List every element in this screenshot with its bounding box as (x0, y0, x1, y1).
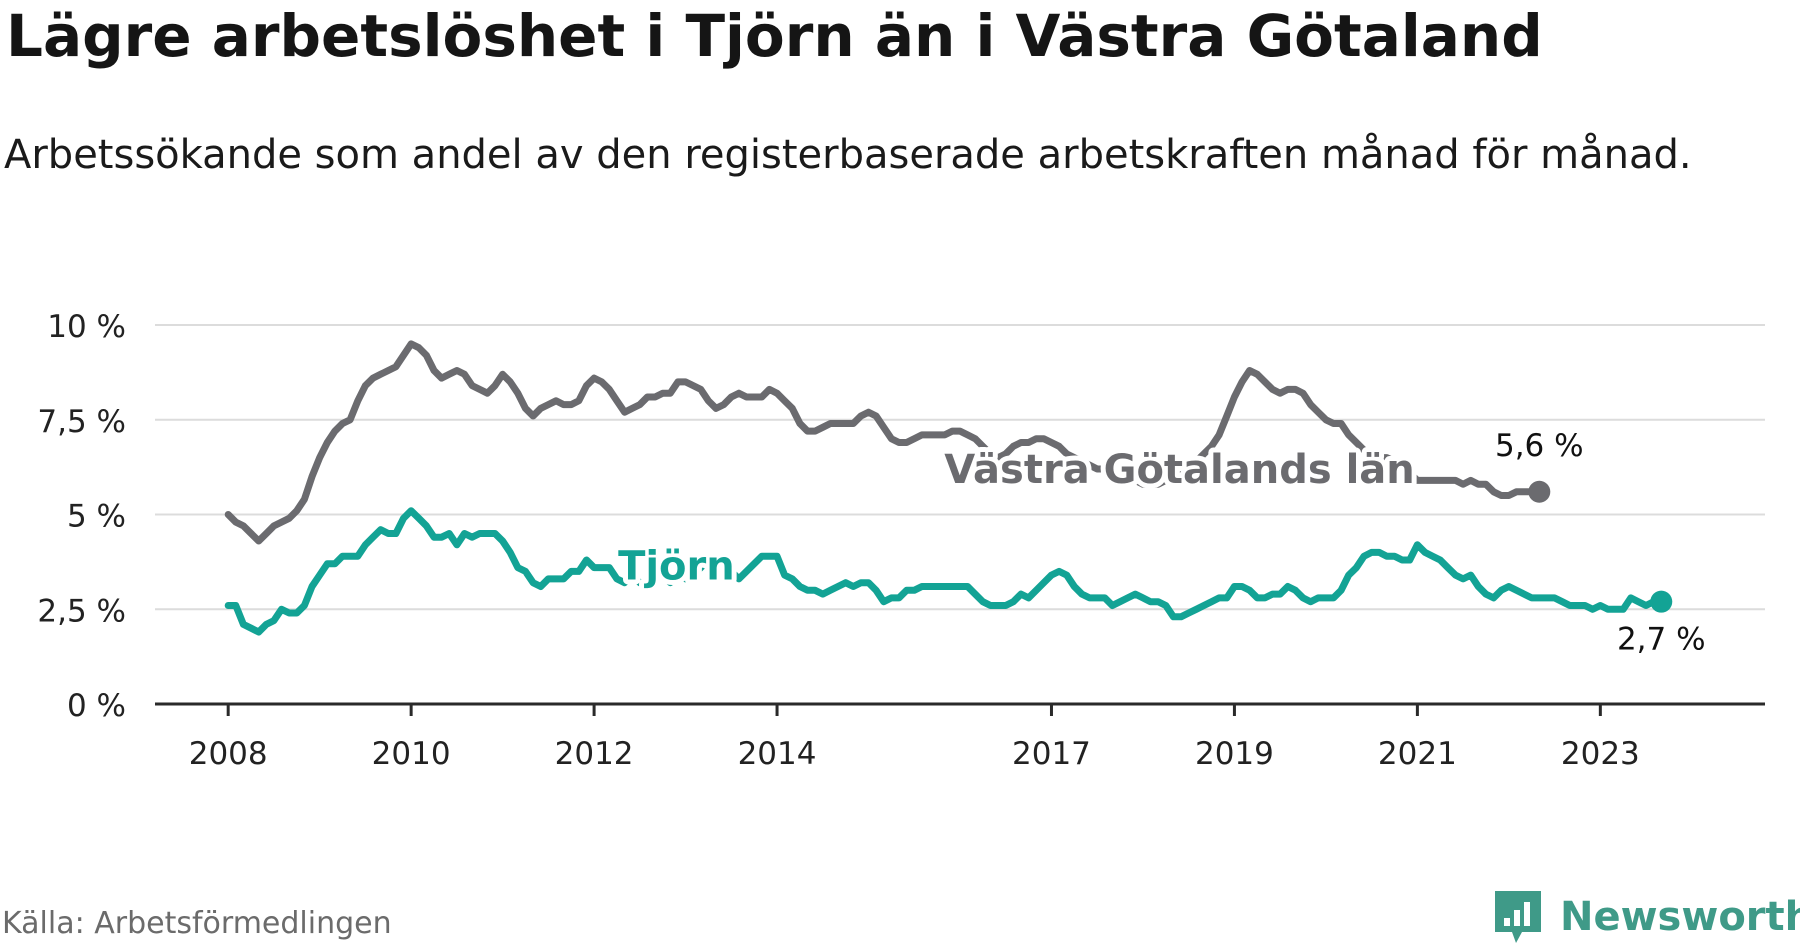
source-note: Källa: Arbetsförmedlingen (2, 906, 392, 941)
y-tick-label: 2,5 % (37, 593, 126, 629)
series-line-vastra-gotaland (224, 340, 1543, 545)
brand-name: Newsworthy (1560, 894, 1800, 940)
y-tick-label: 5 % (67, 499, 126, 535)
chart-subtitle: Arbetssökande som andel av den registerb… (4, 132, 1692, 178)
newsworthy-logo-icon (1495, 891, 1541, 943)
series-label-tjorn: Tjörn (618, 544, 735, 590)
x-tick-label: 2023 (1561, 736, 1640, 772)
y-tick-label: 10 % (47, 309, 126, 345)
x-tick-label: 2019 (1195, 736, 1274, 772)
x-tick-label: 2010 (372, 736, 451, 772)
end-marker-tjorn (1650, 590, 1673, 613)
y-tick-label: 0 % (67, 688, 126, 724)
x-tick-label: 2017 (1012, 736, 1091, 772)
end-value-label-vastra-gotaland: 5,6 % (1495, 428, 1584, 464)
y-tick-label: 7,5 % (37, 404, 126, 440)
x-tick-label: 2014 (738, 736, 817, 772)
series-label-vastra-gotaland: Västra Götalands län (944, 447, 1415, 493)
x-tick-label: 2012 (555, 736, 634, 772)
end-marker-vastra-gotaland (1528, 480, 1551, 503)
end-value-label-tjorn: 2,7 % (1617, 622, 1706, 658)
x-tick-label: 2008 (189, 736, 268, 772)
chart-title: Lägre arbetslöshet i Tjörn än i Västra G… (6, 2, 1543, 70)
brand-logo: Newsworthy (1492, 888, 1800, 946)
series-line-tjorn (224, 507, 1665, 636)
x-tick-label: 2021 (1378, 736, 1457, 772)
